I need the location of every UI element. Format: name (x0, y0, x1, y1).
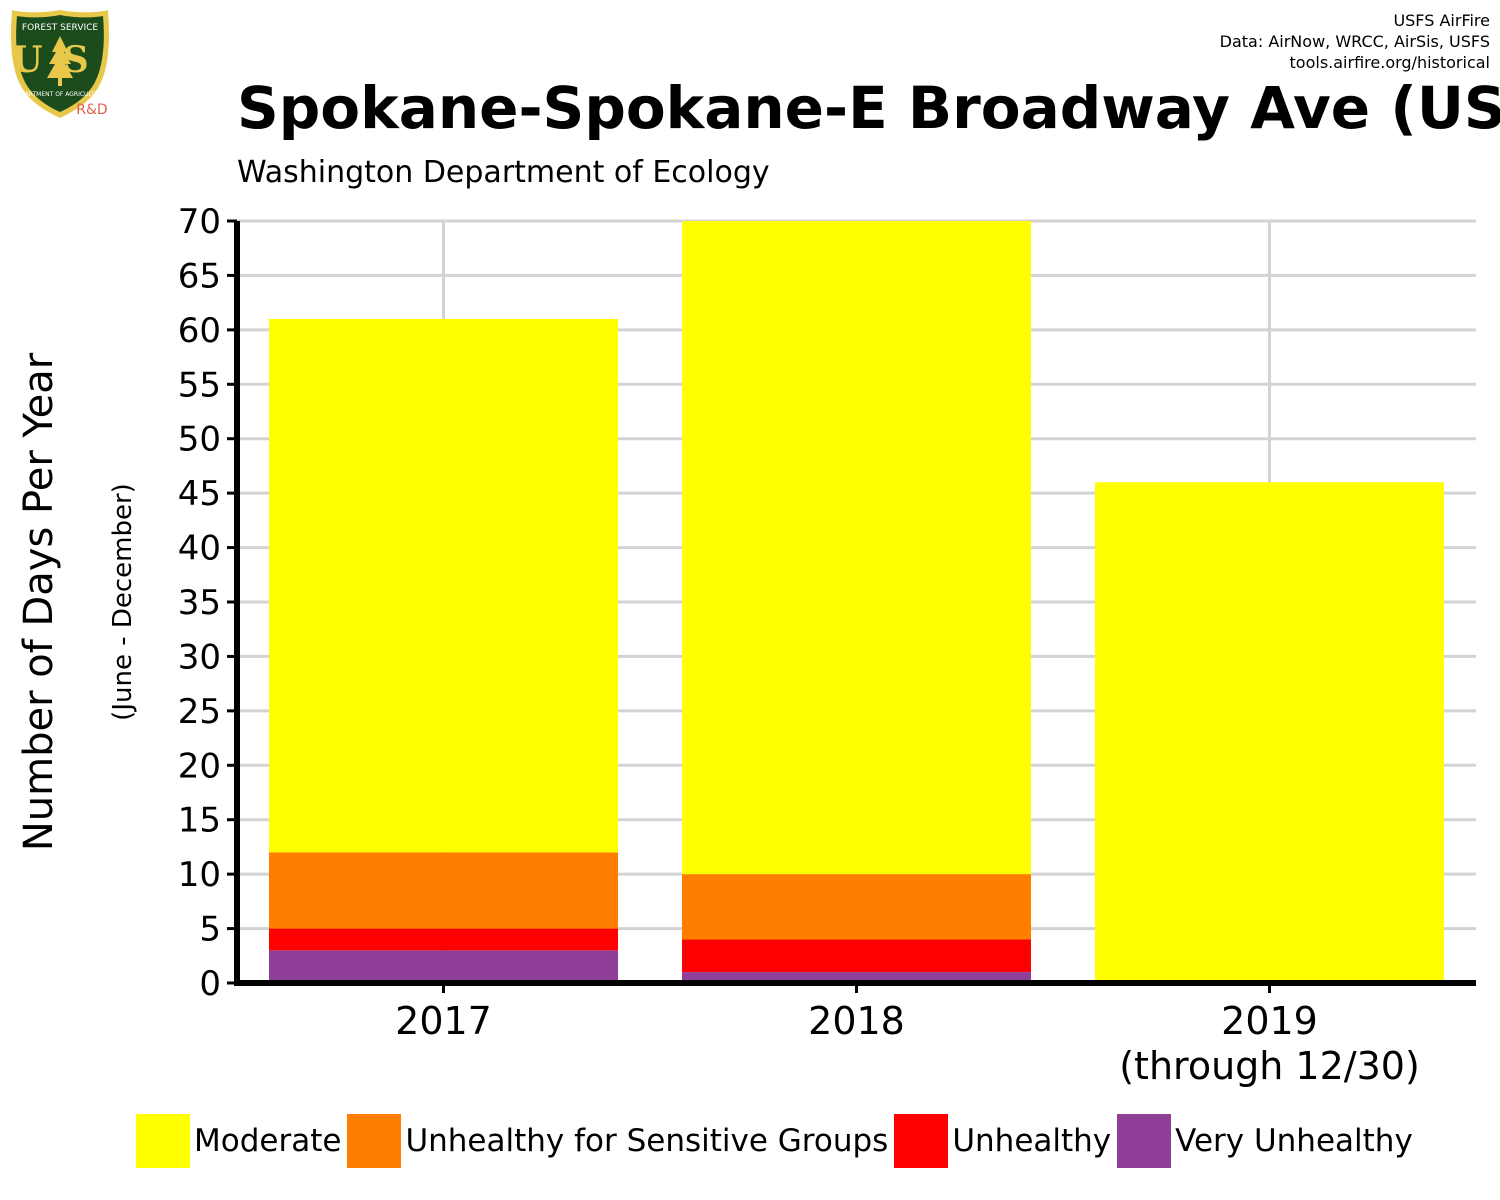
credit-line: tools.airfire.org/historical (1289, 53, 1490, 72)
legend-swatch (894, 1114, 949, 1168)
y-tick-label: 15 (178, 801, 221, 841)
y-tick-label: 0 (199, 964, 221, 1004)
legend-swatch (347, 1114, 402, 1168)
logo-badge: R&D (76, 102, 107, 118)
bar-segment (269, 928, 618, 951)
bar-segment (682, 221, 1031, 875)
legend: Moderate Unhealthy for Sensitive Groups … (136, 1113, 1419, 1169)
tick-labels: 0 5 10 15 20 25 30 35 40 45 50 55 60 65 70 2017 2018 2019… (178, 202, 1420, 1088)
y-tick-label: 60 (178, 311, 221, 351)
x-tick-label: 2018 (808, 999, 905, 1043)
y-tick-label: 45 (178, 474, 221, 514)
x-tick-label: 2017 (395, 999, 492, 1043)
chart-subtitle: Washington Department of Ecology (237, 155, 770, 190)
y-tick-label: 55 (178, 365, 221, 405)
legend-label: Unhealthy for Sensitive Groups (405, 1123, 889, 1159)
pine-tree-icon (47, 36, 73, 78)
y-tick-label: 25 (178, 692, 221, 732)
y-tick-label: 70 (178, 202, 221, 242)
y-tick-label: 30 (178, 637, 221, 677)
legend-label: Unhealthy (952, 1123, 1112, 1159)
y-tick-label: 10 (178, 855, 221, 895)
credit-line: USFS AirFire (1393, 11, 1490, 30)
bars (269, 221, 1444, 983)
bar-segment (269, 950, 618, 983)
logo-bottom-text: DEPARTMENT OF AGRICULTURE (13, 91, 107, 98)
axes (227, 219, 1476, 993)
credits: USFS AirFire Data: AirNow, WRCC, AirSis,… (1220, 10, 1490, 73)
legend-swatch (136, 1114, 190, 1168)
y-tick-label: 40 (178, 529, 221, 569)
y-axis-label: Number of Days Per Year (16, 352, 62, 851)
legend-item-very-unhealthy: Very Unhealthy (1117, 1114, 1413, 1168)
y-tick-label: 50 (178, 420, 221, 460)
forest-service-shield-logo: FOREST SERVICE US DEPARTMENT OF AGRICULT… (11, 10, 109, 118)
y-tick-label: 65 (178, 256, 221, 296)
x-tick-sublabel: (through 12/30) (1119, 1044, 1420, 1088)
bar-segment (682, 939, 1031, 973)
legend-label: Moderate (194, 1123, 342, 1159)
y-tick-label: 35 (178, 583, 221, 623)
bar-segment (682, 972, 1031, 983)
bar-segment (269, 852, 618, 929)
y-axis-sublabel: (June - December) (108, 483, 138, 721)
legend-swatch (1117, 1114, 1172, 1168)
y-tick-label: 20 (178, 746, 221, 786)
x-tick-label: 2019 (1221, 999, 1318, 1043)
legend-item-usg: Unhealthy for Sensitive Groups (347, 1114, 888, 1168)
logo-top-text: FOREST SERVICE (22, 23, 99, 33)
legend-label: Very Unhealthy (1175, 1123, 1413, 1159)
legend-item-moderate: Moderate (136, 1114, 341, 1168)
chart-title: Spokane-Spokane-E Broadway Ave (US (237, 74, 1500, 142)
bar-segment (682, 874, 1031, 940)
credit-line: Data: AirNow, WRCC, AirSis, USFS (1219, 32, 1490, 51)
bar-segment (269, 318, 618, 853)
y-tick-label: 5 (199, 910, 221, 950)
legend-item-unhealthy: Unhealthy (894, 1114, 1111, 1168)
bar-segment (1095, 482, 1444, 983)
